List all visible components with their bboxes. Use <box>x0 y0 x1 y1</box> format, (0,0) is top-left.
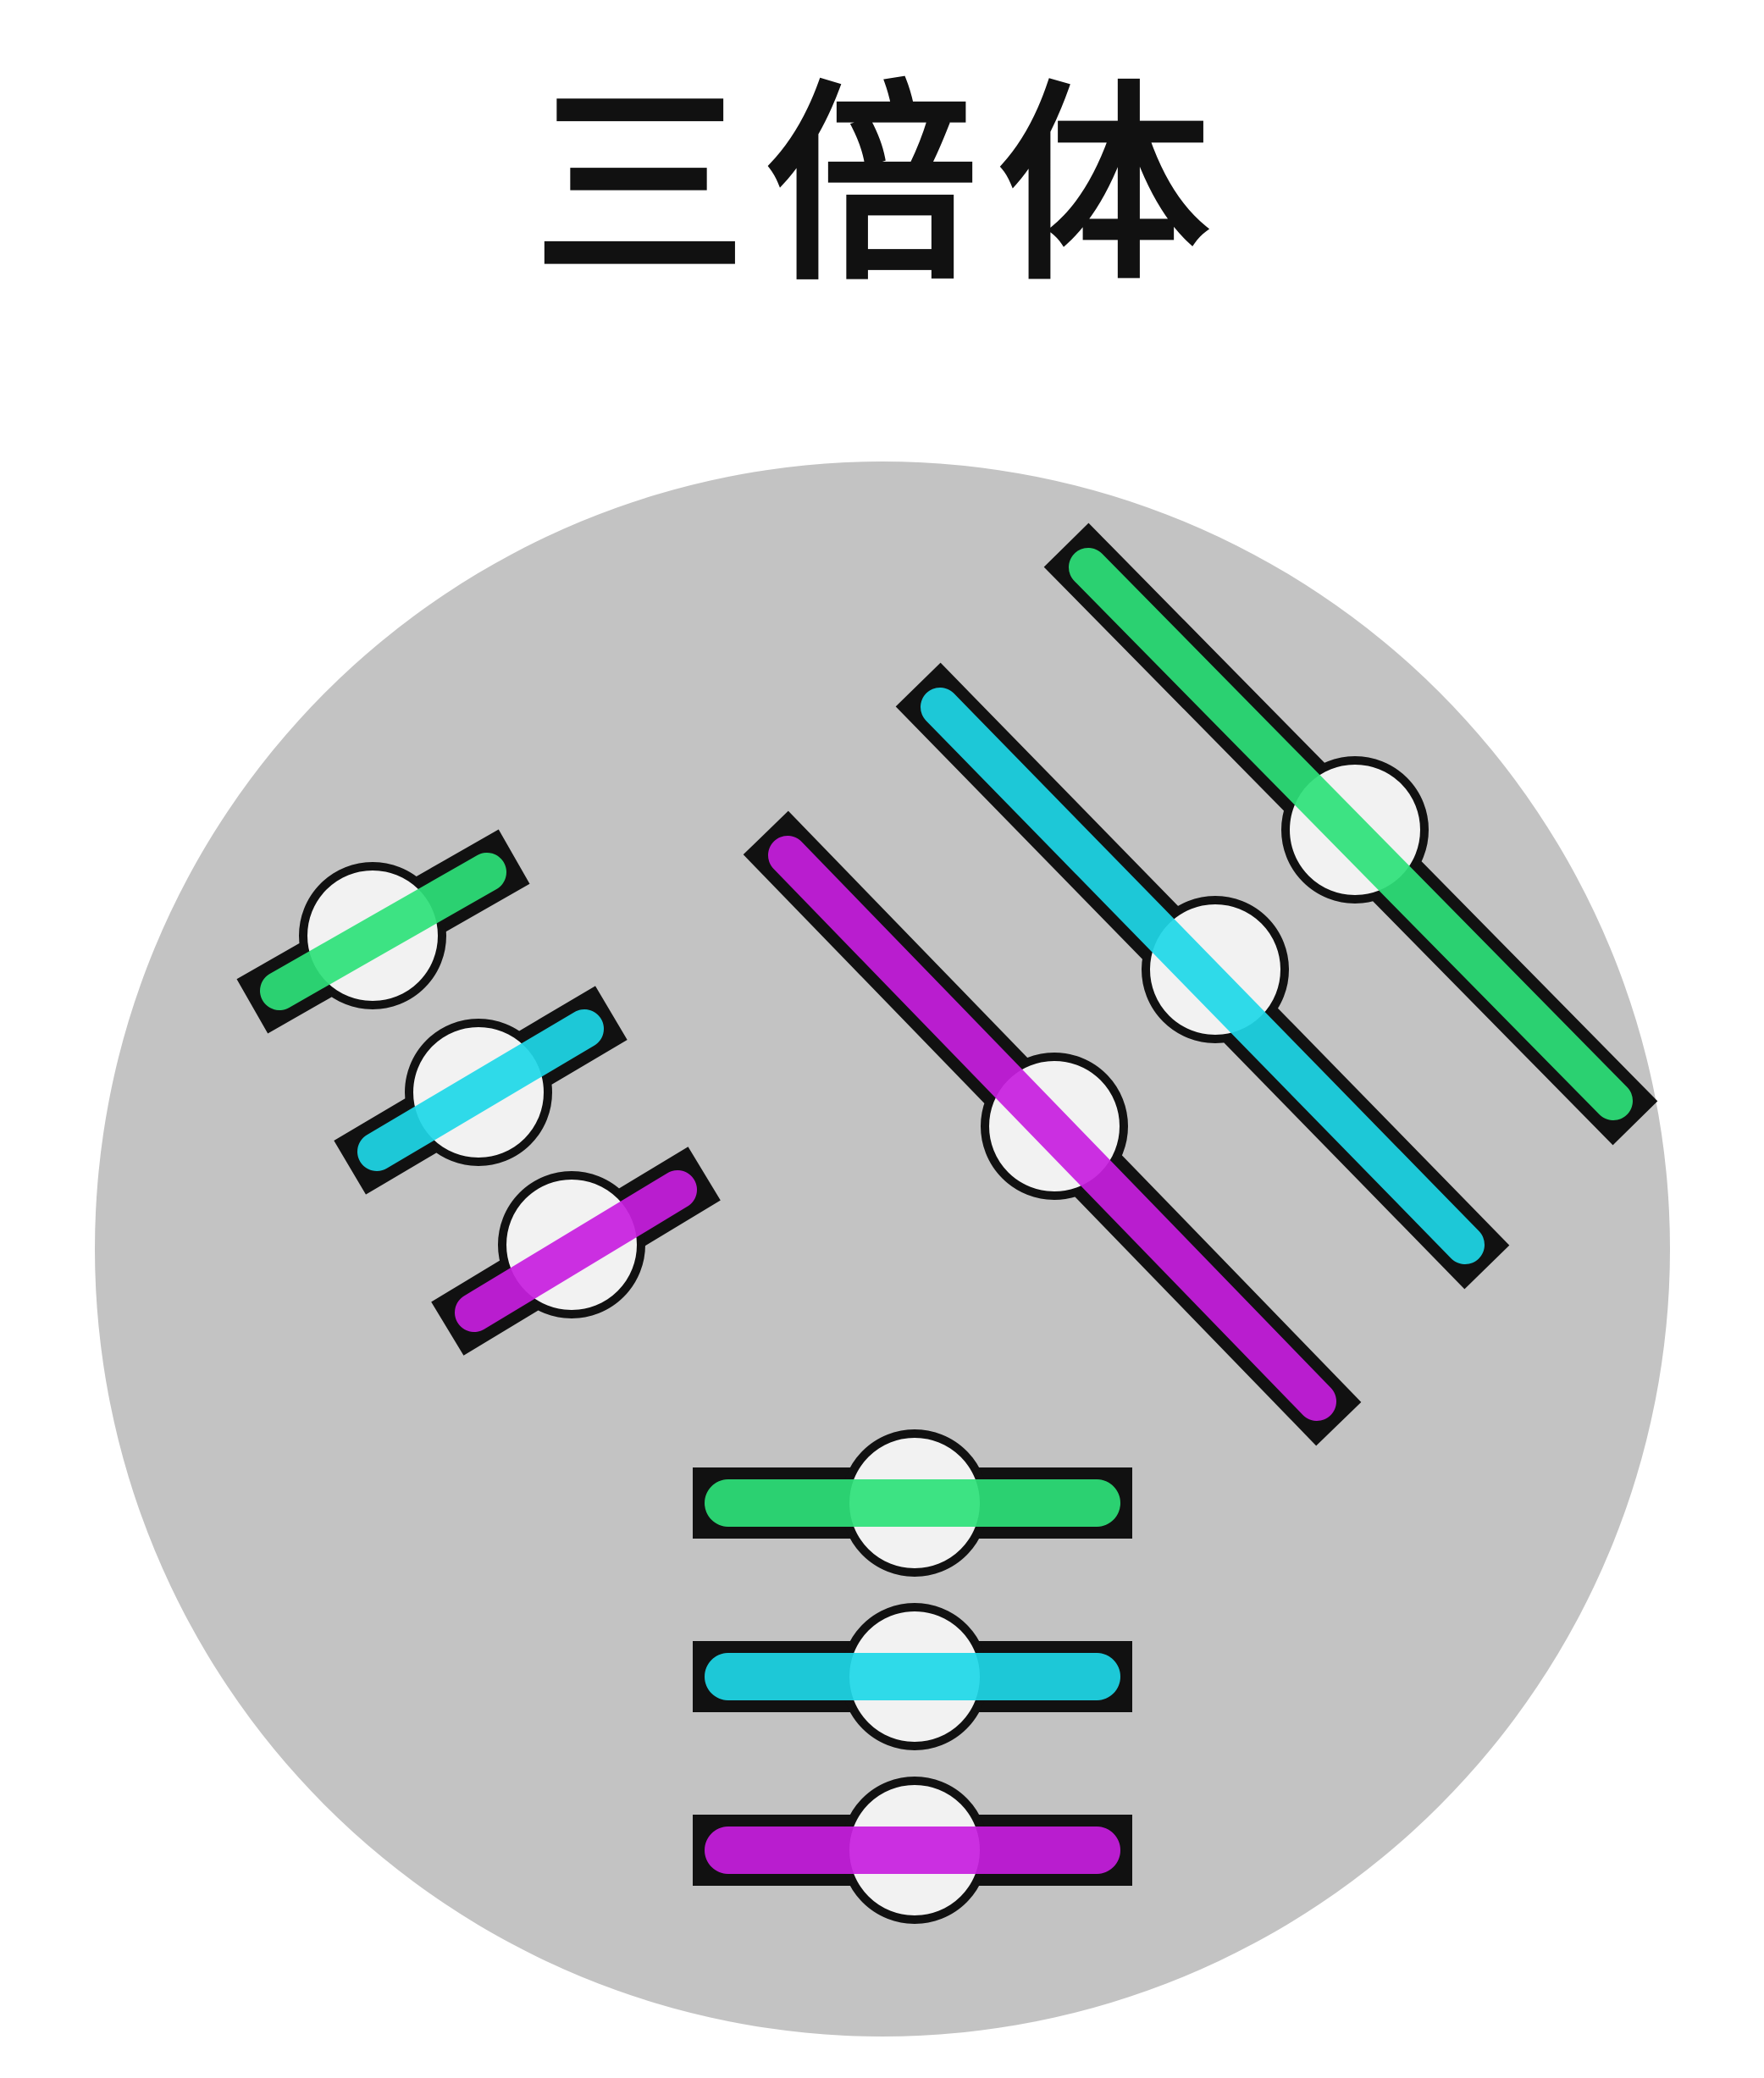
chromosome-band <box>1069 548 1633 1120</box>
chromosome-magenta <box>693 1777 1132 1924</box>
page-title: 三倍体 <box>534 63 1230 309</box>
long-chromosome-set <box>743 522 1658 1446</box>
chromosome-cyan <box>334 986 628 1195</box>
chromosome-band <box>357 1009 604 1171</box>
chromosome-cyan <box>693 1603 1132 1750</box>
chromosome-cyan <box>895 662 1510 1290</box>
chromosomes-layer <box>236 522 1658 1924</box>
chromosome-green <box>236 829 530 1034</box>
chromosome-green <box>693 1429 1132 1577</box>
short-chromosome-set <box>236 829 721 1356</box>
chromosome-magenta <box>431 1147 721 1356</box>
horizontal-chromosome-set <box>693 1429 1132 1924</box>
chromosome-band <box>768 836 1336 1421</box>
chromosome-band <box>455 1170 697 1332</box>
chromosome-band <box>921 688 1485 1264</box>
chromosome-green <box>1043 522 1658 1146</box>
chromosome-magenta <box>743 810 1362 1446</box>
chromosome-band <box>260 853 506 1010</box>
